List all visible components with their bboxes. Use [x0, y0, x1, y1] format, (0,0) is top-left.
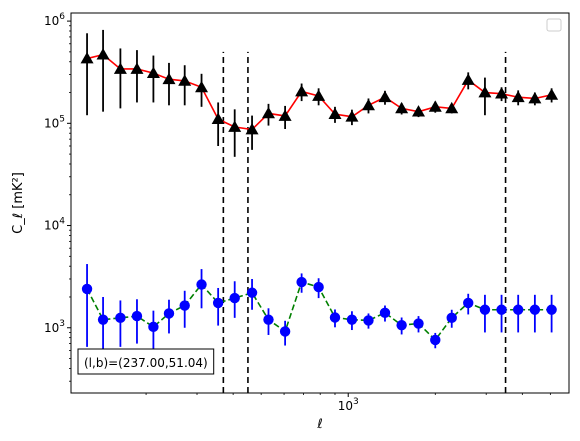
- data-point-triangle: [96, 48, 110, 60]
- data-point-circle: [546, 304, 557, 315]
- data-point-circle: [496, 304, 507, 315]
- data-point-triangle: [478, 86, 492, 98]
- data-point-triangle: [228, 120, 242, 132]
- data-point-circle: [263, 314, 274, 325]
- y-tick-label: 104: [44, 217, 65, 233]
- data-point-circle: [446, 312, 457, 324]
- data-point-triangle: [445, 101, 459, 114]
- data-point-circle: [148, 321, 159, 333]
- plot-frame: [70, 12, 570, 394]
- reference-lines: [222, 51, 507, 393]
- data-point-triangle: [511, 90, 525, 103]
- data-point-triangle: [195, 80, 209, 93]
- data-point-triangle: [80, 52, 94, 64]
- data-point-circle: [81, 283, 93, 295]
- data-point-circle: [463, 297, 474, 309]
- data-point-circle: [329, 312, 341, 323]
- data-point-circle: [179, 300, 190, 311]
- data-point-circle: [196, 279, 207, 290]
- axis-ticks: 103 104 105 106 103: [44, 12, 551, 413]
- data-point-circle: [163, 308, 175, 319]
- data-point-circle: [346, 314, 358, 325]
- data-point-triangle: [461, 73, 475, 85]
- y-axis-label: C_ℓ [mK²]: [11, 172, 26, 234]
- data-point-circle: [212, 297, 224, 309]
- data-point-triangle: [146, 66, 160, 78]
- data-point-triangle: [245, 122, 259, 135]
- data-point-triangle: [278, 109, 292, 121]
- data-point-circle: [363, 315, 374, 326]
- coordinate-annotation: (l,b)=(237.00,51.04): [77, 348, 215, 375]
- data-point-triangle: [545, 88, 559, 100]
- data-point-circle: [529, 304, 541, 315]
- data-point-triangle: [295, 84, 309, 97]
- data-point-circle: [479, 304, 491, 315]
- data-point-triangle: [113, 62, 127, 74]
- coordinate-annotation-text: (l,b)=(237.00,51.04): [84, 356, 208, 370]
- y-tick-label: 103: [44, 319, 65, 335]
- data-point-triangle: [495, 87, 509, 99]
- data-point-triangle: [361, 98, 375, 111]
- data-point-circle: [246, 287, 258, 298]
- data-point-circle: [396, 319, 407, 331]
- data-point-triangle: [378, 90, 392, 103]
- data-point-triangle: [395, 101, 409, 114]
- data-point-circle: [97, 314, 109, 325]
- data-point-triangle: [428, 100, 442, 112]
- data-point-circle: [279, 326, 291, 337]
- data-point-triangle: [261, 106, 275, 119]
- x-axis-label: ℓ: [316, 417, 322, 432]
- data-series: [80, 29, 559, 369]
- y-tick-label: 106: [44, 12, 65, 28]
- data-point-triangle: [312, 89, 326, 101]
- data-point-circle: [115, 312, 126, 324]
- data-point-circle: [313, 281, 324, 293]
- data-point-triangle: [130, 62, 144, 74]
- data-point-triangle: [328, 107, 342, 119]
- data-point-triangle: [412, 105, 426, 117]
- data-point-triangle: [345, 110, 359, 122]
- data-point-circle: [131, 310, 143, 322]
- data-point-triangle: [211, 112, 225, 124]
- data-point-circle: [379, 307, 391, 319]
- data-point-triangle: [162, 72, 176, 85]
- data-point-triangle: [528, 91, 542, 104]
- data-point-triangle: [178, 74, 192, 86]
- data-point-circle: [296, 276, 307, 288]
- x-tick-label: 103: [338, 397, 359, 413]
- data-point-circle: [512, 304, 524, 315]
- data-point-circle: [229, 292, 240, 304]
- y-tick-label: 105: [44, 114, 65, 130]
- data-point-circle: [430, 334, 441, 346]
- legend-box: [546, 18, 562, 32]
- data-point-circle: [413, 318, 424, 329]
